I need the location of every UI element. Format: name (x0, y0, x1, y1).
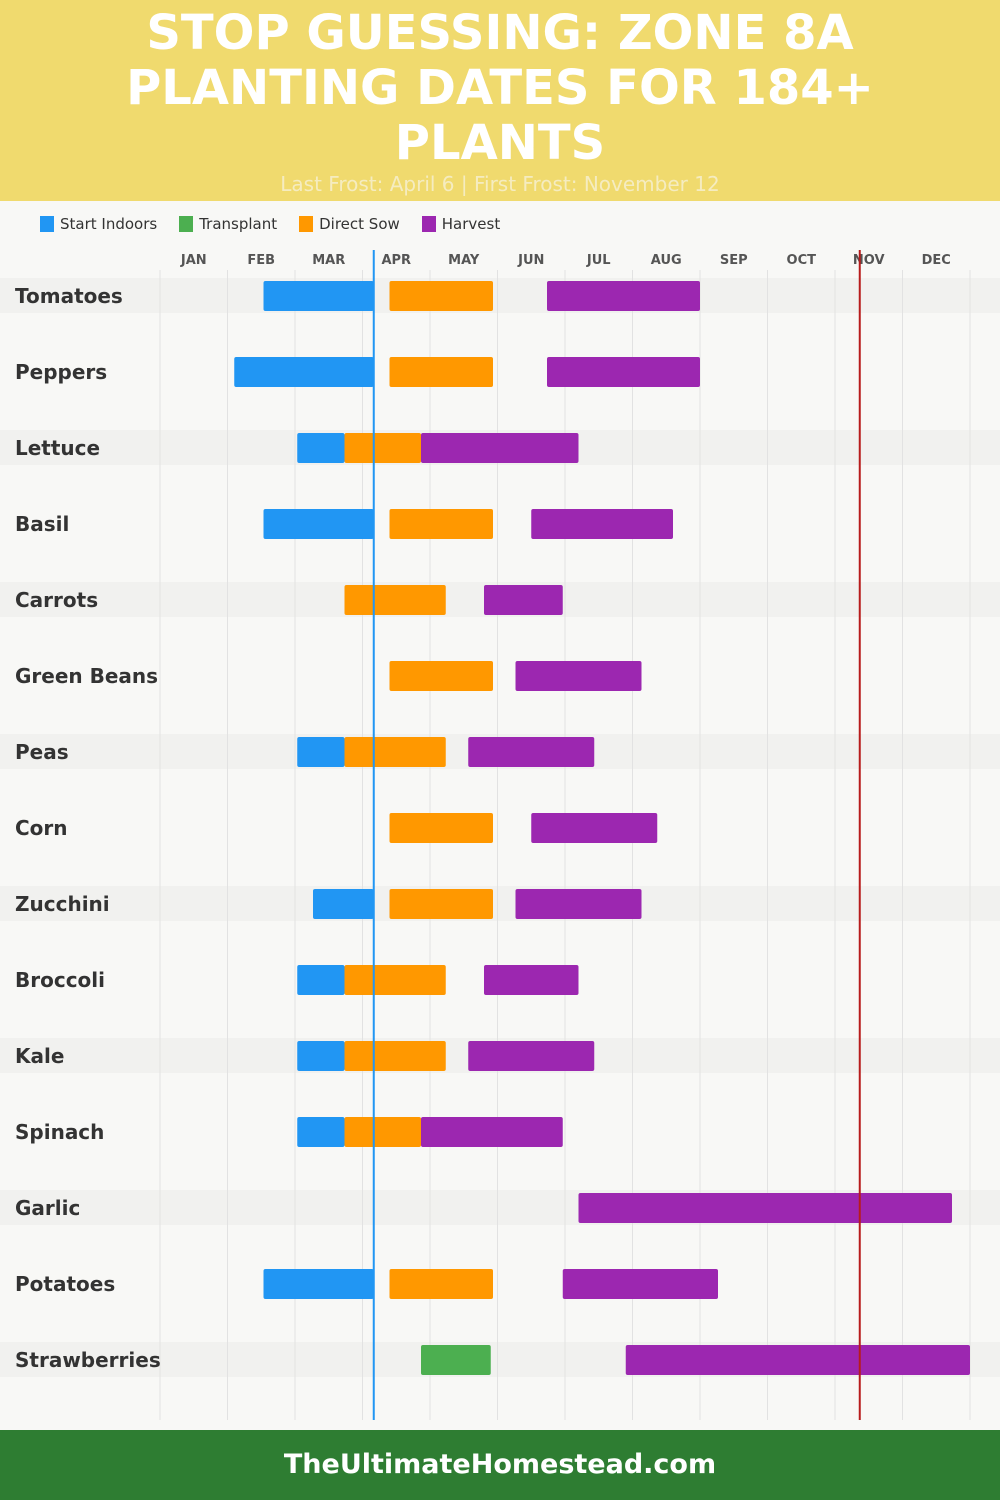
bar-start-indoors (297, 433, 345, 463)
plant-label: Spinach (15, 1120, 104, 1144)
bar-start-indoors (263, 509, 374, 539)
bar-direct-sow (389, 661, 493, 691)
month-tick-label: OCT (787, 253, 817, 268)
legend-label: Start Indoors (60, 215, 158, 233)
bar-start-indoors (297, 1041, 345, 1071)
month-tick-label: MAR (312, 253, 345, 268)
bar-direct-sow (344, 1117, 421, 1147)
plant-label: Broccoli (15, 968, 105, 992)
legend-item-direct-sow: Direct Sow (299, 215, 400, 233)
bar-transplant (421, 1345, 491, 1375)
month-tick-label: MAY (448, 253, 480, 268)
row-band (0, 886, 1000, 921)
plant-label: Green Beans (15, 664, 158, 688)
month-tick-label: JUN (517, 253, 544, 268)
bar-harvest (515, 889, 642, 919)
bar-direct-sow (389, 357, 493, 387)
legend-swatch (179, 216, 194, 232)
month-tick-label: NOV (853, 253, 885, 268)
legend-label: Harvest (441, 215, 501, 233)
plant-label: Zucchini (15, 892, 110, 916)
bar-direct-sow (389, 889, 493, 919)
bar-direct-sow (389, 509, 493, 539)
plant-label: Strawberries (15, 1348, 161, 1372)
page-title: STOP GUESSING: ZONE 8A PLANTING DATES FO… (126, 5, 874, 171)
legend-label: Direct Sow (319, 215, 400, 233)
bar-direct-sow (344, 737, 446, 767)
bar-direct-sow (389, 1269, 493, 1299)
plant-label: Garlic (15, 1196, 80, 1220)
bar-harvest (421, 1117, 563, 1147)
legend-item-transplant: Transplant (179, 215, 277, 233)
plant-label: Tomatoes (15, 284, 123, 308)
legend-item-harvest: Harvest (421, 215, 501, 233)
bar-direct-sow (344, 585, 446, 615)
bar-harvest (547, 357, 700, 387)
bar-harvest (468, 1041, 595, 1071)
month-tick-label: APR (381, 253, 411, 268)
month-tick-label: JUL (586, 253, 611, 268)
month-tick-label: AUG (651, 253, 682, 268)
month-tick-label: FEB (247, 253, 275, 268)
month-tick-label: SEP (720, 253, 748, 268)
bar-direct-sow (344, 433, 421, 463)
header: STOP GUESSING: ZONE 8A PLANTING DATES FO… (0, 0, 1000, 201)
bar-harvest (625, 1345, 970, 1375)
bar-direct-sow (344, 1041, 446, 1071)
plant-label: Corn (15, 816, 68, 840)
plant-label: Kale (15, 1044, 64, 1068)
bar-harvest (547, 281, 700, 311)
bar-start-indoors (234, 357, 374, 387)
month-tick-label: JAN (180, 253, 207, 268)
bar-harvest (484, 585, 563, 615)
bar-start-indoors (297, 965, 345, 995)
plant-label: Lettuce (15, 436, 100, 460)
bar-harvest (531, 813, 658, 843)
month-tick-label: DEC (922, 253, 951, 268)
bar-harvest (484, 965, 579, 995)
bar-start-indoors (297, 737, 345, 767)
legend-item-start-indoors: Start Indoors (40, 215, 157, 233)
bar-harvest (562, 1269, 718, 1299)
bar-harvest (421, 433, 579, 463)
bar-direct-sow (344, 965, 446, 995)
bar-harvest (468, 737, 595, 767)
plant-label: Peas (15, 740, 69, 764)
bar-harvest (578, 1193, 952, 1223)
legend-swatch (421, 216, 436, 232)
bar-harvest (515, 661, 642, 691)
plant-label: Carrots (15, 588, 98, 612)
plant-label: Basil (15, 512, 69, 536)
legend: Start Indoors Transplant Direct Sow Harv… (40, 215, 500, 233)
bar-start-indoors (297, 1117, 345, 1147)
legend-label: Transplant (199, 215, 278, 233)
frost-dates-subtitle: Last Frost: April 6 | First Frost: Novem… (280, 172, 720, 196)
plant-label: Peppers (15, 360, 107, 384)
row-band (0, 278, 1000, 313)
planting-chart: JAN FEB MAR APR MAY JUN JUL AUG SEP OCT NOV DEC Toma… (0, 250, 1000, 1420)
bar-direct-sow (389, 813, 493, 843)
plant-label: Potatoes (15, 1272, 115, 1296)
legend-swatch (40, 216, 54, 232)
bar-direct-sow (389, 281, 493, 311)
legend-swatch (299, 216, 314, 232)
footer-site-link[interactable]: TheUltimateHomestead.com (0, 1430, 1000, 1500)
bar-start-indoors (313, 889, 374, 919)
bar-start-indoors (263, 1269, 374, 1299)
bar-start-indoors (263, 281, 374, 311)
bar-harvest (531, 509, 673, 539)
